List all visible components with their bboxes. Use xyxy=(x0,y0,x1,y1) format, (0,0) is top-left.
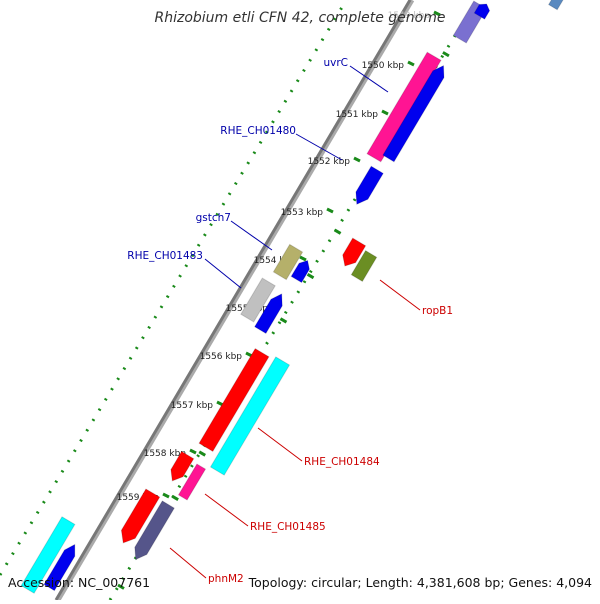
kbp-tick-mark xyxy=(433,10,441,17)
gene-leader-line xyxy=(169,547,207,579)
gene-feature-blue xyxy=(254,293,283,335)
accession-label: Accession: NC_007761 xyxy=(8,575,151,590)
gene-leader-line xyxy=(204,493,249,527)
gene-label: uvrC xyxy=(323,57,348,69)
map-title: Rhizobium etli CFN 42, complete genome xyxy=(154,10,446,26)
gene-label: ropB1 xyxy=(422,305,453,317)
gene-label: phnM2 xyxy=(208,573,244,585)
gene-feature-blue xyxy=(473,3,491,20)
gene-leader-line xyxy=(379,279,421,311)
gene-feature-rhe-ch01484 xyxy=(209,356,291,476)
gene-feature-rhe-ch01483 xyxy=(240,277,276,323)
gene-feature-red xyxy=(198,347,270,453)
gene-feature-ropb1 xyxy=(350,249,378,283)
gene-feature-blue xyxy=(43,543,76,592)
minor-tick xyxy=(333,228,342,235)
kbp-tick-label: 1553 kbp xyxy=(281,208,324,218)
kbp-tick-label: 1551 kbp xyxy=(336,110,379,120)
kbp-tick-mark xyxy=(216,400,224,407)
kbp-tick-mark xyxy=(189,448,197,455)
gene-label: gstch7 xyxy=(196,212,231,224)
gene-feature-red xyxy=(170,450,195,482)
gene-leader-line xyxy=(230,220,273,251)
gene-label: RHE_CH01483 xyxy=(127,250,203,262)
backbone-line xyxy=(54,0,412,601)
gene-leader-line xyxy=(349,65,389,93)
kbp-tick-mark xyxy=(381,109,389,116)
gene-feature-uvrc xyxy=(366,51,442,163)
gene-leader-line xyxy=(257,427,303,462)
kbp-tick-mark xyxy=(326,207,334,214)
summary-label: Topology: circular; Length: 4,381,608 bp… xyxy=(248,575,592,590)
minor-tick xyxy=(198,450,206,457)
gene-label: RHE_CH01484 xyxy=(304,456,380,468)
gene-feature-rhe-ch01485 xyxy=(177,463,207,501)
kbp-tick-label: 1559 kbp xyxy=(117,493,160,503)
gene-feature-blue xyxy=(355,165,384,205)
minor-tick xyxy=(171,494,179,502)
gene-feature-cyan xyxy=(20,516,76,594)
gene-feature-rhe-ch01480 xyxy=(382,64,445,163)
backbone-shadow xyxy=(55,0,415,602)
kbp-tick-label: 1558 kbp xyxy=(144,449,187,459)
gene-leader-line xyxy=(295,133,343,161)
kbp-tick-label: 1556 kbp xyxy=(200,352,243,362)
kbp-tick-label: 1557 kbp xyxy=(171,401,214,411)
gene-leader-line xyxy=(204,258,242,289)
outer-guide-line xyxy=(0,0,349,576)
kbp-tick-label: 1549 kbp xyxy=(388,11,431,21)
gene-label: RHE_CH01480 xyxy=(220,125,296,137)
gene-feature-gstch7 xyxy=(272,243,304,281)
kbp-tick-label: 1550 kbp xyxy=(362,61,405,71)
minor-tick xyxy=(306,273,315,280)
gene-feature-red xyxy=(342,237,367,267)
kbp-tick-mark xyxy=(245,351,253,358)
kbp-tick-mark xyxy=(353,156,361,163)
gene-feature-blue xyxy=(547,0,564,11)
kbp-tick-mark xyxy=(407,60,415,67)
minor-tick xyxy=(442,51,450,58)
kbp-tick-mark xyxy=(299,255,307,262)
kbp-tick-label: 1554 kbp xyxy=(254,256,297,266)
kbp-tick-label: 1552 kbp xyxy=(308,157,351,167)
gene-feature-red xyxy=(120,488,161,544)
minor-tick xyxy=(279,317,288,324)
gene-feature-phnm2 xyxy=(134,500,175,561)
gene-label: RHE_CH01485 xyxy=(250,521,326,533)
kbp-tick-mark xyxy=(162,492,170,499)
minor-tick xyxy=(117,583,125,590)
gene-feature-blue xyxy=(290,259,310,284)
